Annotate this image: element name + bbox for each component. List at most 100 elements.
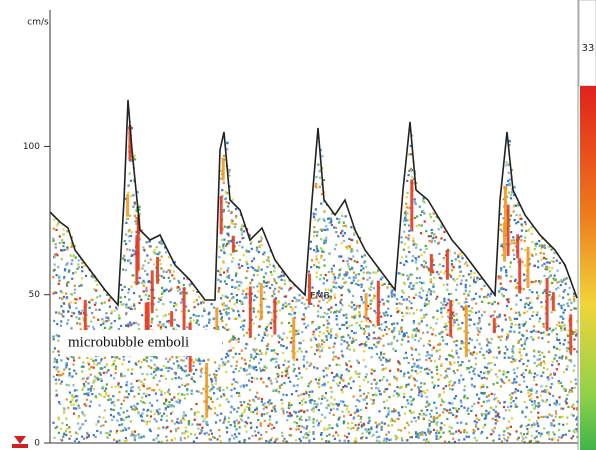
spectral-dot xyxy=(567,305,569,307)
spectral-dot xyxy=(474,437,476,439)
spectral-dot xyxy=(245,295,247,297)
spectral-dot xyxy=(488,302,490,304)
spectral-dot xyxy=(338,311,340,313)
spectral-dot xyxy=(321,395,323,397)
spectral-dot xyxy=(130,390,132,392)
spectral-dot xyxy=(396,322,398,324)
spectral-dot xyxy=(441,316,443,318)
spectral-dot xyxy=(316,276,318,278)
spectral-dot xyxy=(78,405,80,407)
spectral-dot xyxy=(59,235,61,237)
spectral-dot xyxy=(300,440,302,442)
spectral-dot xyxy=(260,378,262,380)
spectral-dot xyxy=(128,307,130,309)
spectral-dot xyxy=(186,431,188,433)
spectral-dot xyxy=(260,434,262,436)
spectral-dot xyxy=(258,241,260,243)
spectral-dot xyxy=(539,317,541,319)
spectral-dot xyxy=(350,282,352,284)
spectral-dot xyxy=(360,296,362,298)
spectral-dot xyxy=(251,260,253,262)
spectral-dot xyxy=(139,277,141,279)
spectral-dot xyxy=(75,373,77,375)
spectral-dot xyxy=(86,357,88,359)
spectral-dot xyxy=(365,344,367,346)
spectral-dot xyxy=(114,320,116,322)
spectral-dot xyxy=(381,426,383,428)
spectral-dot xyxy=(401,312,403,314)
spectral-dot xyxy=(492,418,494,420)
spectral-dot xyxy=(534,265,536,267)
spectral-dot xyxy=(196,299,198,301)
spectral-dot xyxy=(530,426,532,428)
spectral-dot xyxy=(435,407,437,409)
spectral-dot xyxy=(336,423,338,425)
spectral-dot xyxy=(495,373,497,375)
spectral-dot xyxy=(345,271,347,273)
spectral-dot xyxy=(155,392,157,394)
spectral-dot xyxy=(451,402,453,404)
spectral-dot xyxy=(163,315,165,317)
spectral-dot xyxy=(556,333,558,335)
spectral-dot xyxy=(365,365,367,367)
spectral-dot xyxy=(70,435,72,437)
spectral-dot xyxy=(220,280,222,282)
spectral-dot xyxy=(505,269,507,271)
spectral-dot xyxy=(431,381,433,383)
spectral-dot xyxy=(429,213,431,215)
spectral-dot xyxy=(186,375,188,377)
spectral-dot xyxy=(81,370,83,372)
spectral-dot xyxy=(326,435,328,437)
spectral-dot xyxy=(483,311,485,313)
spectral-dot xyxy=(264,402,266,404)
spectral-dot xyxy=(255,316,257,318)
spectral-dot xyxy=(518,340,520,342)
spectral-dot xyxy=(333,294,335,296)
spectral-dot xyxy=(460,421,462,423)
spectral-dot xyxy=(513,378,515,380)
spectral-dot xyxy=(521,229,523,231)
spectral-dot xyxy=(492,431,494,433)
spectral-dot xyxy=(352,338,354,340)
spectral-dot xyxy=(319,186,321,188)
spectral-dot xyxy=(135,220,137,222)
spectral-dot xyxy=(432,286,434,288)
spectral-dot xyxy=(105,393,107,395)
spectral-dot xyxy=(259,367,261,369)
spectral-dot xyxy=(453,370,455,372)
spectral-dot xyxy=(196,423,198,425)
spectral-dot xyxy=(421,317,423,319)
spectral-dot xyxy=(216,438,218,440)
spectral-dot xyxy=(380,278,382,280)
spectral-dot xyxy=(440,404,442,406)
spectral-dot xyxy=(84,414,86,416)
spectral-dot xyxy=(351,306,353,308)
spectral-dot xyxy=(320,307,322,309)
spectral-dot xyxy=(228,350,230,352)
spectral-dot xyxy=(183,411,185,413)
spectral-dot xyxy=(261,398,263,400)
spectral-dot xyxy=(523,274,525,276)
spectral-dot xyxy=(423,316,425,318)
spectral-dot xyxy=(456,411,458,413)
spectral-dot xyxy=(162,303,164,305)
spectral-dot xyxy=(573,369,575,371)
spectral-dot xyxy=(540,280,542,282)
spectral-dot xyxy=(400,262,402,264)
spectral-dot xyxy=(220,268,222,270)
spectral-dot xyxy=(313,216,315,218)
spectral-dot xyxy=(575,383,577,385)
spectral-dot xyxy=(494,311,496,313)
spectral-dot xyxy=(250,427,252,429)
spectral-dot xyxy=(277,364,279,366)
spectral-dot xyxy=(338,375,340,377)
spectral-dot xyxy=(178,398,180,400)
spectral-dot xyxy=(411,273,413,275)
spectral-dot xyxy=(316,272,318,274)
spectral-dot xyxy=(446,334,448,336)
spectral-dot xyxy=(235,429,237,431)
spectral-dot xyxy=(436,310,438,312)
spectral-dot xyxy=(63,369,65,371)
spectral-dot xyxy=(110,414,112,416)
spectral-dot xyxy=(486,386,488,388)
